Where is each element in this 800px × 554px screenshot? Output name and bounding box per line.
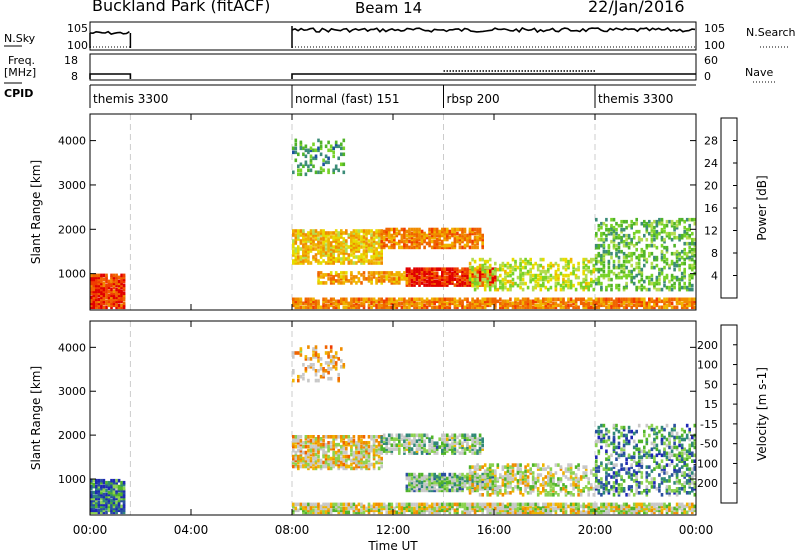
velocity-colorbar-tick-label-6: 100 bbox=[697, 359, 718, 372]
power-ytick-label-1: 2000 bbox=[58, 223, 86, 236]
velocity-echo-region-6 bbox=[595, 423, 697, 497]
velocity-ytick-label-3: 4000 bbox=[58, 341, 86, 354]
freq-trace-1 bbox=[89, 73, 132, 79]
power-echo-region-1 bbox=[292, 297, 697, 310]
power-colorbar-tick-label-5: 24 bbox=[704, 157, 718, 170]
station-title: Buckland Park (fitACF) bbox=[92, 0, 271, 15]
power-echo-region-0 bbox=[90, 273, 126, 310]
noise-trace-2 bbox=[291, 27, 696, 34]
velocity-ylabel: Slant Range [km] bbox=[29, 366, 43, 470]
nsky-label: N.Sky bbox=[4, 32, 36, 45]
power-colorbar-tick-label-2: 12 bbox=[704, 225, 718, 238]
velocity-echo-region-3 bbox=[380, 433, 484, 455]
noise-tick-top-right: 105 bbox=[704, 22, 725, 35]
xtick-label-2: 08:00 bbox=[275, 523, 310, 537]
velocity-colorbar-tick-label-5: 50 bbox=[704, 378, 718, 391]
power-colorbar-tick-label-1: 8 bbox=[711, 247, 718, 260]
velocity-echo-region-5 bbox=[468, 463, 596, 497]
power-echo-region-8 bbox=[292, 138, 346, 177]
velocity-ytick-label-1: 2000 bbox=[58, 429, 86, 442]
power-colorbar-tick-label-4: 20 bbox=[704, 180, 718, 193]
velocity-echo-region-1 bbox=[292, 502, 697, 515]
noise-trace-1 bbox=[89, 30, 130, 35]
mhz-label: [MHz] bbox=[4, 66, 37, 79]
freq-label: Freq. bbox=[8, 54, 36, 67]
velocity-echo-region-0 bbox=[90, 478, 126, 515]
cpid-program-1: normal (fast) 151 bbox=[295, 92, 399, 106]
velocity-echo-region-7 bbox=[292, 345, 346, 383]
power-echo-region-7 bbox=[595, 217, 697, 292]
cpid-program-2: rbsp 200 bbox=[447, 92, 500, 106]
power-colorbar-label: Power [dB] bbox=[755, 175, 769, 240]
velocity-colorbar-label: Velocity [m s-1] bbox=[755, 367, 769, 461]
power-echo-region-6 bbox=[468, 257, 596, 292]
nsearch-label: N.Search bbox=[746, 26, 796, 39]
noise-tick-bottom-right: 100 bbox=[704, 39, 725, 52]
velocity-ytick-label-2: 3000 bbox=[58, 385, 86, 398]
power-colorbar-tick-label-3: 16 bbox=[704, 202, 718, 215]
date-title: 22/Jan/2016 bbox=[588, 0, 685, 16]
freq-tick-bottom: 8 bbox=[71, 70, 78, 83]
power-ytick-label-0: 1000 bbox=[58, 268, 86, 281]
power-echo-region-5 bbox=[317, 271, 409, 285]
beam-title: Beam 14 bbox=[355, 0, 423, 17]
freq-strip bbox=[89, 53, 697, 81]
noise-tick-top: 105 bbox=[67, 22, 88, 35]
velocity-colorbar-tick-label-0: -200 bbox=[693, 477, 718, 490]
power-ytick-label-2: 3000 bbox=[58, 179, 86, 192]
noise-tick-bottom: 100 bbox=[67, 39, 88, 52]
freq-trace-2 bbox=[291, 73, 696, 79]
velocity-ytick-label-0: 1000 bbox=[58, 473, 86, 486]
power-colorbar-tick-label-6: 28 bbox=[704, 135, 718, 148]
xtick-label-6: 00:00 bbox=[679, 523, 714, 537]
xtick-label-0: 00:00 bbox=[73, 523, 108, 537]
velocity-colorbar-tick-label-2: -50 bbox=[700, 438, 718, 451]
velocity-colorbar-tick-label-4: 15 bbox=[704, 398, 718, 411]
cpid-program-0: themis 3300 bbox=[93, 92, 168, 106]
velocity-colorbar-frame bbox=[720, 324, 738, 504]
power-ylabel: Slant Range [km] bbox=[29, 160, 43, 264]
cpid-program-3: themis 3300 bbox=[598, 92, 673, 106]
cpid-label: CPID bbox=[4, 87, 34, 100]
nave-tick-top: 60 bbox=[704, 54, 718, 67]
power-echo-region-2 bbox=[292, 229, 383, 265]
velocity-colorbar-tick-label-7: 200 bbox=[697, 339, 718, 352]
noise-strip bbox=[89, 21, 697, 51]
xtick-label-3: 12:00 bbox=[376, 523, 411, 537]
power-panel bbox=[89, 113, 697, 311]
power-colorbar-tick-label-0: 4 bbox=[711, 270, 718, 283]
xtick-label-5: 20:00 bbox=[578, 523, 613, 537]
power-echo-region-3 bbox=[380, 227, 484, 250]
xtick-label-1: 04:00 bbox=[174, 523, 209, 537]
nave-tick-bottom: 0 bbox=[704, 70, 711, 83]
nave-label: Nave bbox=[745, 66, 774, 79]
velocity-panel bbox=[89, 320, 697, 516]
freq-tick-top: 18 bbox=[64, 54, 78, 67]
x-axis-label: Time UT bbox=[367, 539, 418, 553]
xtick-label-4: 16:00 bbox=[477, 523, 512, 537]
power-ytick-label-3: 4000 bbox=[58, 135, 86, 148]
velocity-echo-region-2 bbox=[292, 435, 383, 471]
velocity-colorbar-tick-label-1: -100 bbox=[693, 457, 718, 470]
velocity-colorbar-tick-label-3: -15 bbox=[700, 418, 718, 431]
